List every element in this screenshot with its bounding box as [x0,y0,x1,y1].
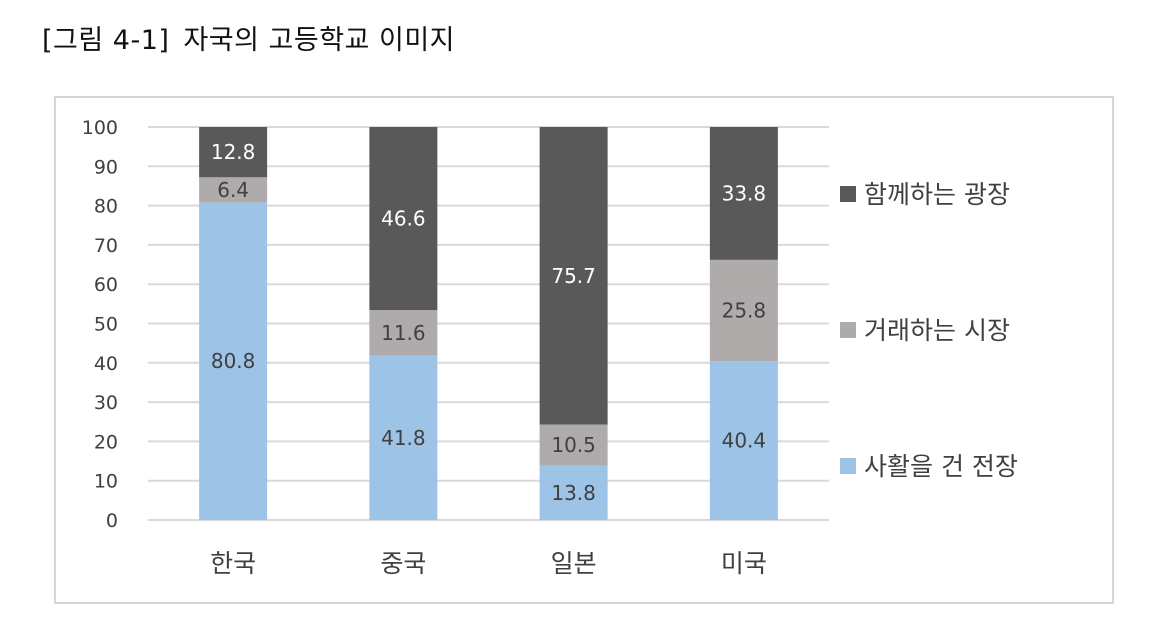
bar-segment [199,177,268,203]
data-label: 25.8 [722,299,767,323]
legend-swatch [840,458,856,474]
legend-label: 함께하는 광장 [864,180,1010,209]
bar-segment [199,127,268,178]
y-tick-label: 70 [94,235,118,257]
data-label: 41.8 [381,426,426,450]
category-label: 한국 [210,549,256,578]
bar-segment [199,202,268,520]
data-label: 80.8 [211,349,256,373]
bar-segment [369,127,438,311]
data-label: 46.6 [381,207,426,231]
data-label: 13.8 [551,481,596,505]
data-label: 11.6 [381,321,426,345]
data-label: 75.7 [551,264,596,288]
data-label: 33.8 [722,181,767,205]
category-label: 미국 [721,549,767,578]
y-tick-label: 50 [94,314,118,336]
bar-segment [539,424,608,466]
y-tick-label: 10 [94,471,118,493]
bar-segment [709,361,778,520]
figure-number: [그림 4-1] [42,25,170,56]
bar-segment [369,310,438,356]
y-tick-label: 80 [94,196,118,218]
data-label: 12.8 [211,140,256,164]
figure-title: [그림 4-1] 자국의 고등학교 이미지 [42,18,455,57]
y-tick-label: 90 [94,156,118,178]
bar-segment [539,465,608,520]
legend-swatch [840,322,856,338]
y-tick-label: 40 [94,353,118,375]
bar-segment [709,259,778,362]
data-label: 6.4 [217,178,249,202]
legend-label: 사활을 건 전장 [864,452,1018,481]
bar-segment [539,127,608,425]
data-label: 10.5 [551,433,596,457]
category-label: 중국 [380,549,426,578]
bar-segment [709,127,778,260]
y-tick-label: 20 [94,431,118,453]
legend-label: 거래하는 시장 [864,316,1010,345]
bar-segment [369,355,438,520]
data-label: 40.4 [722,429,767,453]
y-tick-label: 60 [94,274,118,296]
y-tick-label: 100 [82,117,118,139]
y-tick-label: 0 [106,510,118,532]
figure-caption: 자국의 고등학교 이미지 [183,25,456,56]
category-label: 일본 [551,549,597,578]
legend-swatch [840,186,856,202]
y-tick-label: 30 [94,392,118,414]
